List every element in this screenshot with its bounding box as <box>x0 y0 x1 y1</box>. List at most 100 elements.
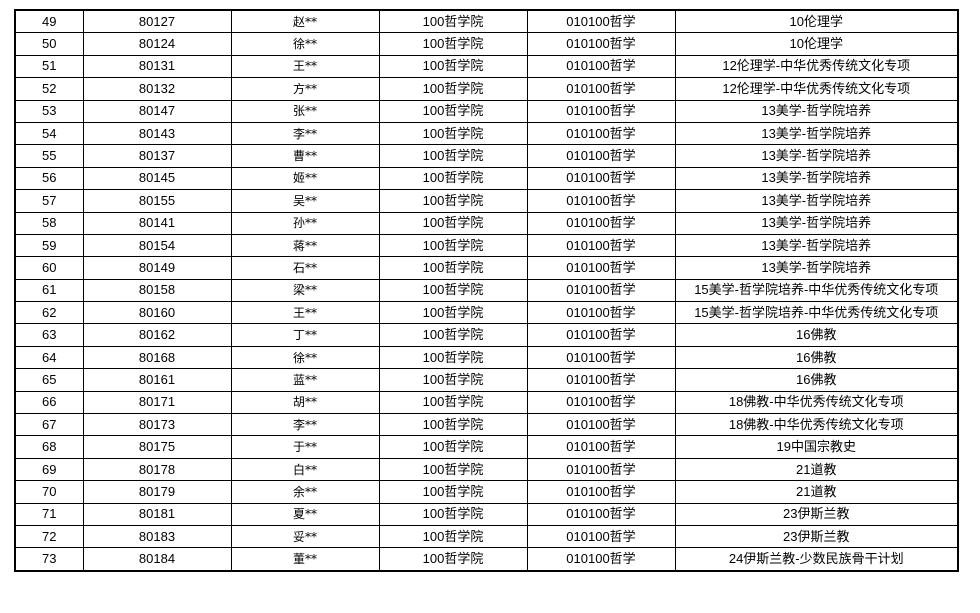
research-direction-cell: 19中国宗教史 <box>674 435 959 459</box>
college-cell: 100哲学院 <box>378 256 528 280</box>
table-row: 69 80178 白** 100哲学院 010100哲学 21道教 <box>14 457 959 482</box>
row-index-cell: 61 <box>14 278 84 303</box>
major-cell: 010100哲学 <box>526 144 676 168</box>
major-cell: 010100哲学 <box>526 189 676 213</box>
student-name-cell: 董** <box>230 547 380 572</box>
table-row: 66 80171 胡** 100哲学院 010100哲学 18佛教-中华优秀传统文化专项 <box>14 390 959 415</box>
student-name-cell: 孙** <box>230 211 380 235</box>
major-cell: 010100哲学 <box>526 256 676 280</box>
student-name-cell: 徐** <box>230 345 380 370</box>
student-name-cell: 胡** <box>230 390 380 415</box>
row-index-cell: 72 <box>14 524 84 549</box>
table-row: 71 80181 夏** 100哲学院 010100哲学 23伊斯兰教 <box>14 502 959 526</box>
college-cell: 100哲学院 <box>378 368 528 392</box>
student-id-cell: 80183 <box>82 524 232 549</box>
student-name-cell: 白** <box>230 457 380 482</box>
college-cell: 100哲学院 <box>378 54 528 79</box>
college-cell: 100哲学院 <box>378 457 528 482</box>
student-id-cell: 80181 <box>82 502 232 526</box>
row-index-cell: 67 <box>14 413 84 437</box>
major-cell: 010100哲学 <box>526 99 676 123</box>
student-name-cell: 曹** <box>230 144 380 168</box>
row-index-cell: 60 <box>14 256 84 280</box>
student-id-cell: 80132 <box>82 77 232 101</box>
major-cell: 010100哲学 <box>526 390 676 415</box>
major-cell: 010100哲学 <box>526 524 676 549</box>
student-id-cell: 80160 <box>82 301 232 325</box>
college-cell: 100哲学院 <box>378 390 528 415</box>
table-row: 51 80131 王** 100哲学院 010100哲学 12伦理学-中华优秀传统文化专项 <box>14 54 959 79</box>
student-id-cell: 80143 <box>82 121 232 146</box>
table-row: 56 80145 姬** 100哲学院 010100哲学 13美学-哲学院培养 <box>14 166 959 191</box>
table-row: 67 80173 李** 100哲学院 010100哲学 18佛教-中华优秀传统文化专项 <box>14 413 959 437</box>
student-name-cell: 李** <box>230 413 380 437</box>
student-name-cell: 王** <box>230 54 380 79</box>
major-cell: 010100哲学 <box>526 32 676 56</box>
row-index-cell: 73 <box>14 547 84 572</box>
student-name-cell: 梁** <box>230 278 380 303</box>
student-id-cell: 80141 <box>82 211 232 235</box>
student-name-cell: 王** <box>230 301 380 325</box>
major-cell: 010100哲学 <box>526 345 676 370</box>
row-index-cell: 58 <box>14 211 84 235</box>
row-index-cell: 68 <box>14 435 84 459</box>
row-index-cell: 69 <box>14 457 84 482</box>
row-index-cell: 53 <box>14 99 84 123</box>
research-direction-cell: 15美学-哲学院培养-中华优秀传统文化专项 <box>674 301 959 325</box>
row-index-cell: 54 <box>14 121 84 146</box>
college-cell: 100哲学院 <box>378 77 528 101</box>
major-cell: 010100哲学 <box>526 77 676 101</box>
row-index-cell: 57 <box>14 189 84 213</box>
row-index-cell: 52 <box>14 77 84 101</box>
research-direction-cell: 21道教 <box>674 457 959 482</box>
table-row: 62 80160 王** 100哲学院 010100哲学 15美学-哲学院培养-中华优秀传… <box>14 301 959 325</box>
major-cell: 010100哲学 <box>526 166 676 191</box>
major-cell: 010100哲学 <box>526 457 676 482</box>
research-direction-cell: 13美学-哲学院培养 <box>674 121 959 146</box>
research-direction-cell: 13美学-哲学院培养 <box>674 256 959 280</box>
row-index-cell: 49 <box>14 9 84 34</box>
student-name-cell: 夏** <box>230 502 380 526</box>
student-name-cell: 丁** <box>230 323 380 347</box>
student-name-cell: 姬** <box>230 166 380 191</box>
research-direction-cell: 13美学-哲学院培养 <box>674 189 959 213</box>
table-row: 57 80155 吴** 100哲学院 010100哲学 13美学-哲学院培养 <box>14 189 959 213</box>
major-cell: 010100哲学 <box>526 301 676 325</box>
research-direction-cell: 23伊斯兰教 <box>674 502 959 526</box>
college-cell: 100哲学院 <box>378 323 528 347</box>
row-index-cell: 51 <box>14 54 84 79</box>
student-id-cell: 80124 <box>82 32 232 56</box>
major-cell: 010100哲学 <box>526 9 676 34</box>
student-name-cell: 蒋** <box>230 233 380 258</box>
student-id-cell: 80171 <box>82 390 232 415</box>
student-id-cell: 80149 <box>82 256 232 280</box>
student-name-cell: 石** <box>230 256 380 280</box>
student-name-cell: 徐** <box>230 32 380 56</box>
student-id-cell: 80137 <box>82 144 232 168</box>
major-cell: 010100哲学 <box>526 502 676 526</box>
major-cell: 010100哲学 <box>526 435 676 459</box>
table-row: 58 80141 孙** 100哲学院 010100哲学 13美学-哲学院培养 <box>14 211 959 235</box>
college-cell: 100哲学院 <box>378 233 528 258</box>
row-index-cell: 66 <box>14 390 84 415</box>
student-name-cell: 蓝** <box>230 368 380 392</box>
student-id-cell: 80127 <box>82 9 232 34</box>
college-cell: 100哲学院 <box>378 121 528 146</box>
row-index-cell: 59 <box>14 233 84 258</box>
research-direction-cell: 13美学-哲学院培养 <box>674 99 959 123</box>
student-name-cell: 吴** <box>230 189 380 213</box>
table-row: 63 80162 丁** 100哲学院 010100哲学 16佛教 <box>14 323 959 347</box>
major-cell: 010100哲学 <box>526 121 676 146</box>
table-row: 49 80127 赵** 100哲学院 010100哲学 10伦理学 <box>14 9 959 34</box>
research-direction-cell: 13美学-哲学院培养 <box>674 144 959 168</box>
major-cell: 010100哲学 <box>526 547 676 572</box>
research-direction-cell: 18佛教-中华优秀传统文化专项 <box>674 390 959 415</box>
table-row: 53 80147 张** 100哲学院 010100哲学 13美学-哲学院培养 <box>14 99 959 123</box>
student-name-cell: 方** <box>230 77 380 101</box>
college-cell: 100哲学院 <box>378 211 528 235</box>
college-cell: 100哲学院 <box>378 32 528 56</box>
student-id-cell: 80155 <box>82 189 232 213</box>
table-row: 50 80124 徐** 100哲学院 010100哲学 10伦理学 <box>14 32 959 56</box>
major-cell: 010100哲学 <box>526 368 676 392</box>
college-cell: 100哲学院 <box>378 413 528 437</box>
